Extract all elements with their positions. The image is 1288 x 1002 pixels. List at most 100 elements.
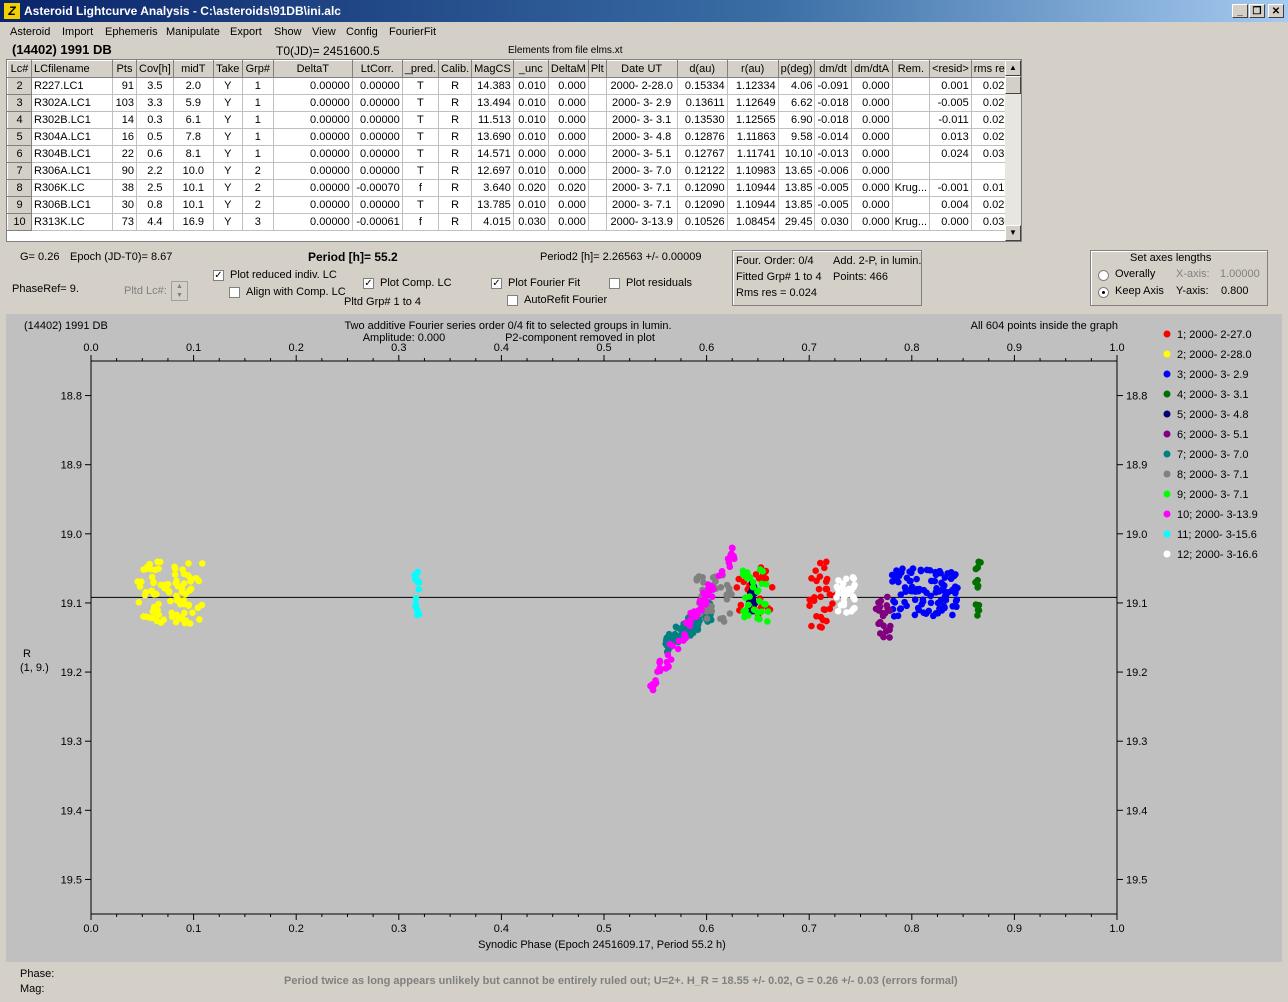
table-cell[interactable]: Y [212, 94, 243, 112]
pltd-lc-spinner[interactable]: ▲ ▼ [171, 281, 188, 301]
table-cell[interactable]: 30 [112, 196, 137, 214]
column-header[interactable]: Grp# [241, 60, 274, 78]
table-cell[interactable]: 2000- 3- 7.1 [605, 196, 678, 214]
table-cell[interactable]: R302B.LC1 [31, 111, 113, 129]
table-cell[interactable]: T [401, 145, 440, 163]
table-cell[interactable]: 2.2 [136, 162, 174, 180]
table-cell[interactable]: R304A.LC1 [31, 128, 113, 146]
table-cell[interactable]: 2000- 3- 2.9 [605, 94, 678, 112]
table-cell[interactable]: 0.13530 [676, 111, 728, 129]
table-cell[interactable]: 0.00000 [351, 94, 403, 112]
table-cell[interactable]: 0.00000 [272, 196, 353, 214]
table-cell[interactable]: Y [212, 213, 243, 231]
table-cell[interactable]: T [401, 162, 440, 180]
table-cell[interactable]: 0.00000 [272, 94, 353, 112]
table-cell[interactable]: 3 [241, 213, 274, 231]
table-cell[interactable]: 10.0 [172, 162, 214, 180]
column-header[interactable]: LtCorr. [351, 60, 403, 78]
lightcurve-chart[interactable]: (14402) 1991 DB Two additive Fourier ser… [6, 314, 1282, 962]
table-cell[interactable]: 0.12767 [676, 145, 728, 163]
table-cell[interactable]: 2 [241, 162, 274, 180]
table-cell[interactable]: R [437, 162, 473, 180]
table-row[interactable]: 2 R227.LC1 91 3.5 2.0 Y 1 0.00000 0.00000 T R 14.38… [7, 77, 1014, 95]
table-cell[interactable]: 1 [241, 145, 274, 163]
table-cell[interactable]: R [437, 111, 473, 129]
table-cell[interactable]: 0.021 [970, 77, 1014, 95]
table-cell[interactable]: 0.000 [547, 162, 589, 180]
table-row[interactable]: 7 R306A.LC1 90 2.2 10.0 Y 2 0.00000 0.00000 T R 12.… [7, 162, 1014, 180]
table-cell[interactable]: 0.000 [850, 179, 893, 197]
table-cell[interactable]: 0.000 [547, 145, 589, 163]
column-header[interactable]: Pts [112, 60, 137, 78]
table-cell[interactable]: -0.001 [929, 179, 972, 197]
menu-ephemeris[interactable]: Ephemeris [105, 26, 158, 38]
table-cell[interactable]: 3.5 [136, 77, 174, 95]
table-cell[interactable]: 0.00000 [351, 162, 403, 180]
table-cell[interactable]: Y [212, 128, 243, 146]
column-header[interactable]: dm/dt [814, 60, 852, 78]
column-header[interactable]: Cov[h] [136, 60, 174, 78]
table-cell[interactable] [891, 94, 931, 112]
table-cell[interactable] [587, 213, 607, 231]
table-cell[interactable]: 0.000 [547, 77, 589, 95]
table-cell[interactable]: 0.00000 [351, 111, 403, 129]
table-cell[interactable]: Y [212, 162, 243, 180]
table-cell[interactable]: 0.000 [850, 196, 893, 214]
table-cell[interactable]: -0.018 [814, 111, 852, 129]
table-cell[interactable]: 0.12090 [676, 196, 728, 214]
column-header[interactable]: midT [172, 60, 214, 78]
table-row[interactable]: 6 R304B.LC1 22 0.6 8.1 Y 1 0.00000 0.00000 T R 14.5… [7, 145, 1014, 163]
table-cell[interactable]: 13.85 [777, 196, 816, 214]
table-cell[interactable]: 1.11741 [726, 145, 779, 163]
table-cell[interactable]: 0.030 [970, 213, 1014, 231]
table-cell[interactable]: 0.024 [929, 145, 972, 163]
column-header[interactable]: Rem. [891, 60, 931, 78]
table-cell[interactable]: 2000- 3- 7.1 [605, 179, 678, 197]
table-cell[interactable] [587, 128, 607, 146]
table-cell[interactable]: T [401, 111, 440, 129]
table-cell[interactable]: 0.000 [850, 128, 893, 146]
row-index[interactable]: 4 [7, 111, 32, 129]
keep-axis-radio[interactable] [1098, 287, 1109, 298]
table-scrollbar[interactable]: ▲ ▼ [1005, 60, 1021, 241]
table-cell[interactable]: 1.10944 [726, 179, 779, 197]
table-cell[interactable]: 0.000 [929, 213, 972, 231]
table-cell[interactable]: 10.1 [172, 179, 214, 197]
column-header[interactable]: r(au) [726, 60, 779, 78]
table-cell[interactable]: 0.00000 [272, 111, 353, 129]
row-index[interactable]: 3 [7, 94, 32, 112]
column-header[interactable]: LCfilename [31, 60, 113, 78]
table-cell[interactable]: 0.3 [136, 111, 174, 129]
table-cell[interactable]: 91 [112, 77, 137, 95]
table-cell[interactable]: 0.8 [136, 196, 174, 214]
table-cell[interactable]: 0.00000 [272, 179, 353, 197]
y-axis-value[interactable]: 0.800 [1221, 285, 1249, 297]
table-cell[interactable]: 16 [112, 128, 137, 146]
table-cell[interactable]: Y [212, 111, 243, 129]
table-cell[interactable]: -0.006 [814, 162, 852, 180]
row-index[interactable]: 5 [7, 128, 32, 146]
spin-up-icon[interactable]: ▲ [176, 283, 183, 290]
row-index[interactable]: 9 [7, 196, 32, 214]
table-cell[interactable]: 0.000 [850, 94, 893, 112]
table-cell[interactable]: 0.12090 [676, 179, 728, 197]
table-cell[interactable]: 0.13611 [676, 94, 728, 112]
column-header[interactable]: Date UT [605, 60, 678, 78]
table-cell[interactable]: f [401, 213, 440, 231]
table-cell[interactable] [891, 77, 931, 95]
table-cell[interactable]: Y [212, 77, 243, 95]
table-row[interactable]: 5 R304A.LC1 16 0.5 7.8 Y 1 0.00000 0.00000 T R 13.6… [7, 128, 1014, 146]
table-cell[interactable]: 12.697 [471, 162, 514, 180]
table-cell[interactable]: 0.00000 [351, 196, 403, 214]
table-cell[interactable]: 38 [112, 179, 137, 197]
table-cell[interactable]: 2000- 3- 5.1 [605, 145, 678, 163]
table-cell[interactable]: 10.1 [172, 196, 214, 214]
table-cell[interactable]: 0.030 [512, 213, 549, 231]
menu-export[interactable]: Export [230, 26, 262, 38]
table-cell[interactable]: 13.85 [777, 179, 816, 197]
table-cell[interactable]: -0.00061 [351, 213, 403, 231]
table-cell[interactable]: 13.690 [471, 128, 514, 146]
table-cell[interactable]: 0.00000 [272, 128, 353, 146]
row-index[interactable]: 10 [7, 213, 32, 231]
table-cell[interactable]: 22 [112, 145, 137, 163]
